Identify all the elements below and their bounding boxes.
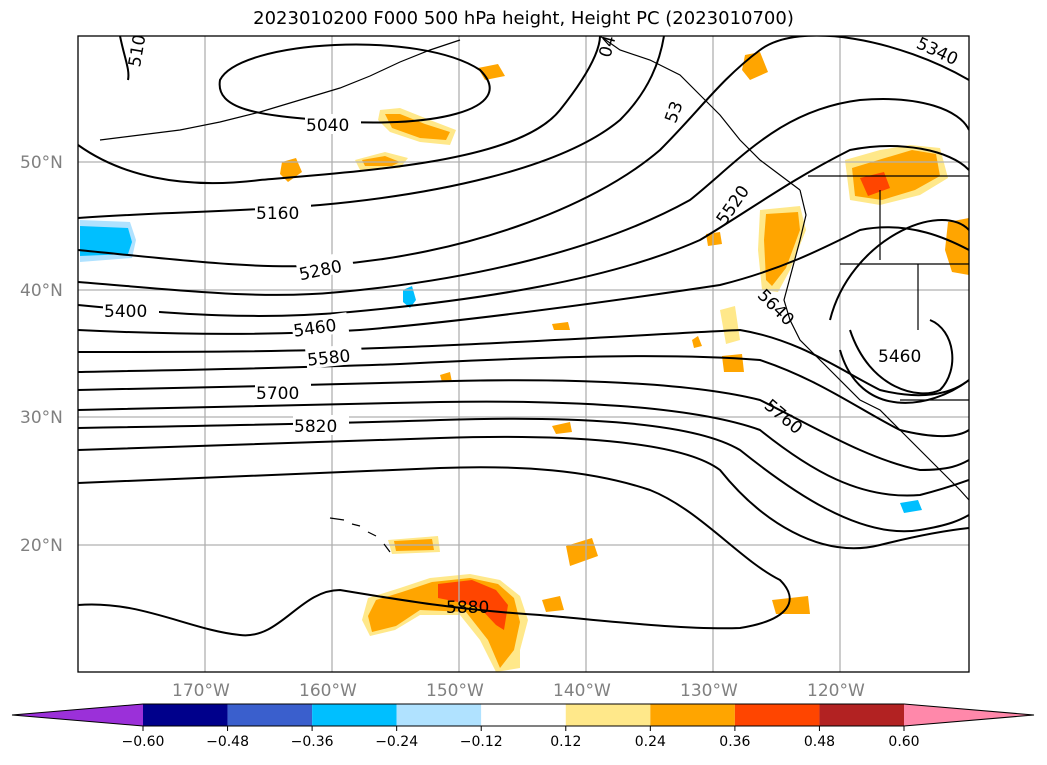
colorbar-tick-label: 0.60	[888, 734, 919, 750]
colorbar-segment	[819, 704, 904, 726]
colorbar-segment	[481, 704, 566, 726]
contour-label-5820: 5820	[294, 417, 337, 437]
colorbar-segment	[227, 704, 313, 726]
anomaly-shading	[80, 52, 969, 672]
colorbar-segment	[312, 704, 397, 726]
colorbar-tick-label: 0.12	[550, 734, 581, 750]
colorbar-tick-label: −0.24	[375, 734, 418, 750]
colorbar-tick-label: 0.24	[635, 734, 666, 750]
colorbar-segment	[650, 704, 735, 726]
lon-label-130w: 130°W	[680, 681, 738, 701]
contour-label-5400: 5400	[104, 302, 147, 322]
colorbar-segment	[143, 704, 228, 726]
lat-label-20n: 20°N	[20, 536, 63, 556]
colorbar-extend-min	[12, 704, 143, 726]
plot-frame	[77, 35, 970, 673]
lat-label-30n: 30°N	[20, 408, 63, 428]
colorbar-tick-label: −0.12	[460, 734, 503, 750]
contour-label-5460-east: 5460	[878, 347, 921, 367]
lon-label-150w: 150°W	[426, 681, 484, 701]
colorbar: −0.60 −0.48 −0.36 −0.24 −0.12 0.12 0.24 0.36 0.4…	[11, 703, 1035, 750]
colorbar-segment	[396, 704, 482, 726]
lat-label-50n: 50°N	[20, 153, 63, 173]
lon-label-160w: 160°W	[299, 681, 357, 701]
colorbar-extend-max	[904, 704, 1034, 726]
contour-label-5580: 5580	[306, 346, 351, 370]
lon-label-170w: 170°W	[172, 681, 230, 701]
latitude-labels: 50°N 40°N 30°N 20°N	[20, 153, 63, 556]
colorbar-segment	[565, 704, 651, 726]
plot-area	[78, 36, 969, 672]
contour-label-5700: 5700	[256, 384, 299, 404]
contour-label-5160: 5160	[256, 204, 299, 224]
colorbar-tick-label: 0.48	[804, 734, 835, 750]
contour-label-5880: 5880	[446, 598, 489, 618]
colorbar-tick-label: 0.36	[719, 734, 750, 750]
longitude-labels: 170°W 160°W 150°W 140°W 130°W 120°W	[172, 681, 865, 701]
lon-label-140w: 140°W	[553, 681, 611, 701]
colorbar-tick-label: −0.36	[291, 734, 334, 750]
lat-label-40n: 40°N	[20, 281, 63, 301]
lon-label-120w: 120°W	[807, 681, 865, 701]
colorbar-tick-label: −0.60	[122, 734, 165, 750]
colorbar-segment	[734, 704, 820, 726]
contour-label-04: 04	[596, 34, 621, 60]
coastlines	[99, 36, 969, 553]
map-title: 2023010200 F000 500 hPa height, Height P…	[253, 8, 794, 29]
colorbar-tick-label: −0.48	[206, 734, 249, 750]
contour-label-5040: 5040	[306, 116, 349, 136]
